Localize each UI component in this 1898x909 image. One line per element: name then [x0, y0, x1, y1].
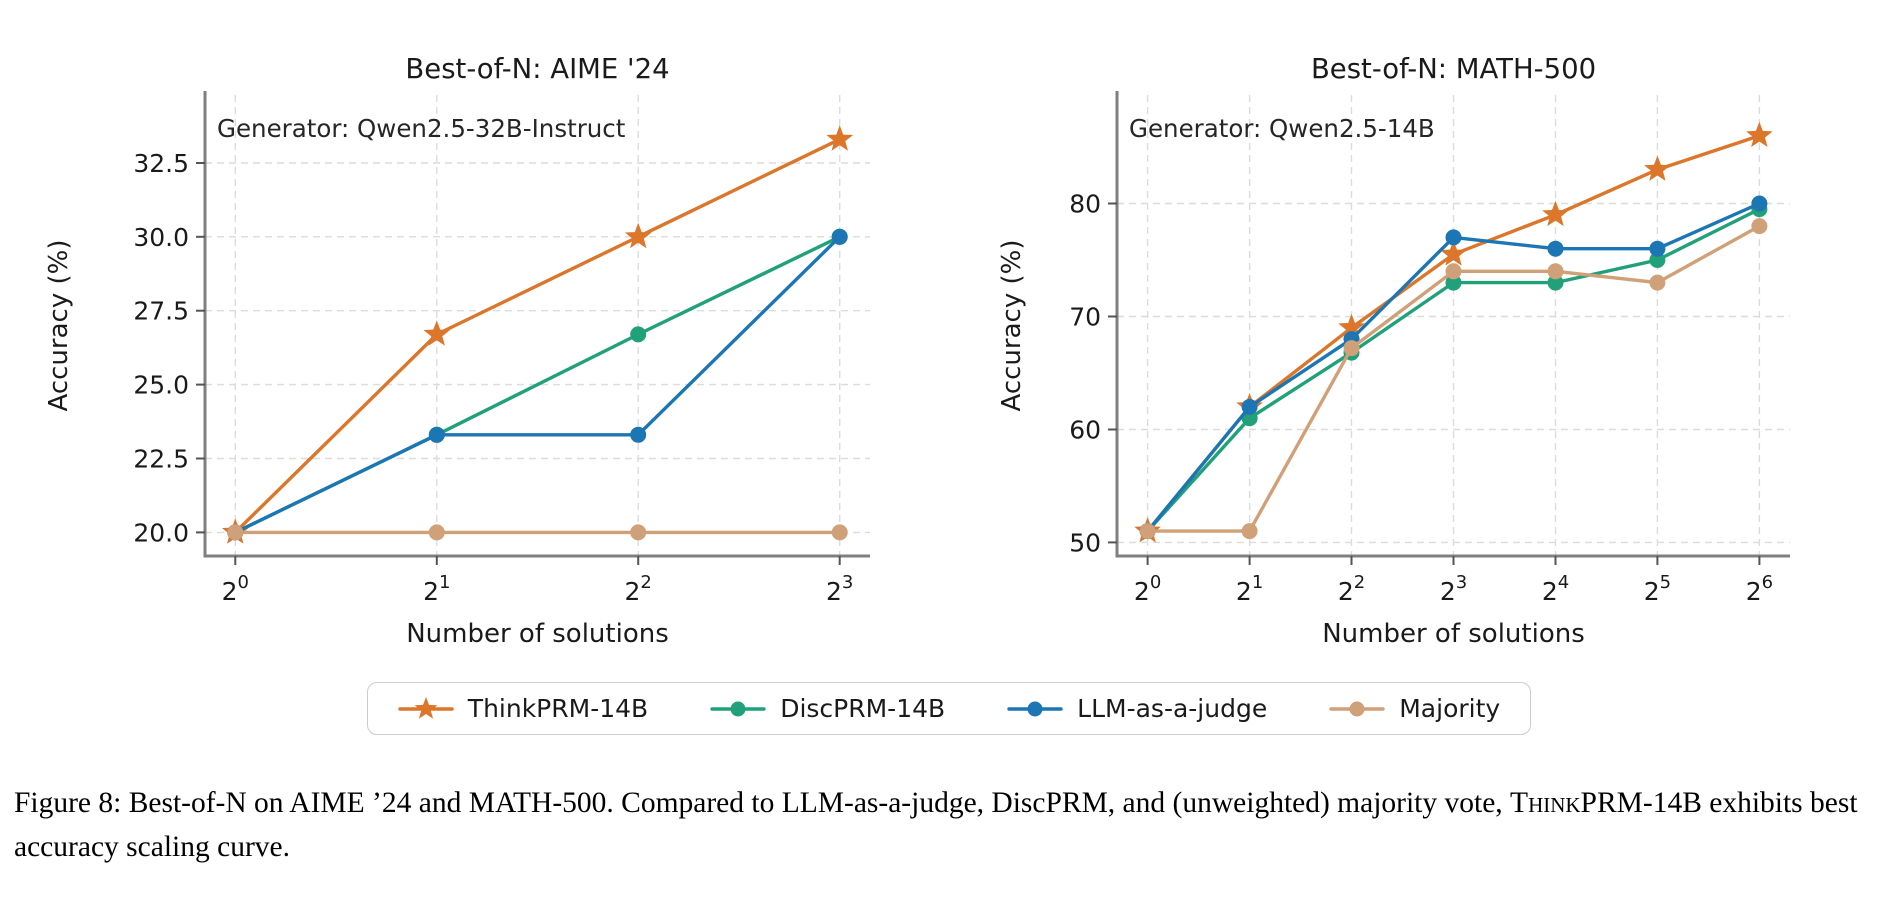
svg-text:32.5: 32.5: [133, 149, 189, 178]
svg-text:22: 22: [1338, 572, 1365, 606]
svg-text:70: 70: [1069, 303, 1101, 332]
svg-text:60: 60: [1069, 416, 1101, 445]
circle-marker-icon: [710, 701, 766, 716]
svg-text:Accuracy (%): Accuracy (%): [997, 240, 1027, 412]
svg-text:21: 21: [423, 572, 450, 606]
svg-text:Number of solutions: Number of solutions: [406, 619, 669, 648]
legend-label: Majority: [1399, 694, 1501, 723]
svg-text:80: 80: [1069, 190, 1101, 219]
legend-label: LLM-as-a-judge: [1077, 694, 1268, 723]
circle-marker-icon: [1007, 701, 1063, 716]
svg-text:20: 20: [222, 572, 249, 606]
svg-text:Generator: Qwen2.5-32B-Instruc: Generator: Qwen2.5-32B-Instruct: [217, 114, 626, 143]
svg-text:22: 22: [625, 572, 652, 606]
caption-text-before: Figure 8: Best-of-N on AIME ’24 and MATH…: [14, 787, 1511, 819]
charts-row: 20.0 22.5 25.0 27.5 30.0 32.5 20 21 22 23 Best-of-…: [44, 53, 1790, 648]
legend-entry-llm-as-a-judge: LLM-as-a-judge: [1007, 694, 1267, 723]
star-marker-icon: [398, 696, 454, 719]
legend-entry-discprm-14b: DiscPRM-14B: [710, 694, 945, 723]
svg-text:30.0: 30.0: [133, 223, 189, 252]
circle-marker-icon: [1329, 701, 1385, 716]
legend-label: ThinkPRM-14B: [467, 694, 649, 723]
figure-legend: ThinkPRM-14B DiscPRM-14B LLM-as-a-judge …: [366, 682, 1532, 735]
aime24-chart: 20.0 22.5 25.0 27.5 30.0 32.5 20 21 22 23 Best-of-…: [44, 53, 870, 648]
caption-text-after: exhibits best accuracy scaling curve.: [14, 787, 1858, 864]
svg-text:Best-of-N: AIME '24: Best-of-N: AIME '24: [405, 53, 669, 85]
legend-entry-majority: Majority: [1329, 694, 1500, 723]
svg-text:20: 20: [1134, 572, 1161, 606]
svg-text:24: 24: [1542, 572, 1569, 606]
svg-text:25.0: 25.0: [133, 371, 189, 400]
math500-chart: 50 60 70 80 20 21 22 23 24 25 26 Best-of-N: MATH-50…: [997, 53, 1790, 648]
svg-text:50: 50: [1069, 528, 1101, 557]
svg-text:27.5: 27.5: [133, 297, 189, 326]
svg-text:23: 23: [1440, 572, 1467, 606]
svg-text:Best-of-N: MATH-500: Best-of-N: MATH-500: [1311, 53, 1596, 85]
svg-text:21: 21: [1236, 572, 1263, 606]
svg-text:20.0: 20.0: [133, 518, 189, 547]
svg-text:23: 23: [826, 572, 853, 606]
svg-text:Number of solutions: Number of solutions: [1322, 619, 1585, 648]
caption-thinkprm-smallcaps: ThinkPRM-14B: [1510, 787, 1702, 819]
svg-text:22.5: 22.5: [133, 445, 189, 474]
figure-caption: Figure 8: Best-of-N on AIME ’24 and MATH…: [14, 781, 1874, 870]
svg-text:Accuracy (%): Accuracy (%): [44, 240, 74, 412]
svg-text:26: 26: [1746, 572, 1773, 606]
legend-row: ThinkPRM-14B DiscPRM-14B LLM-as-a-judge …: [0, 682, 1898, 735]
legend-label: DiscPRM-14B: [780, 694, 946, 723]
svg-text:25: 25: [1644, 572, 1671, 606]
svg-text:Generator: Qwen2.5-14B: Generator: Qwen2.5-14B: [1129, 114, 1435, 143]
legend-entry-thinkprm-14b: ThinkPRM-14B: [398, 694, 648, 723]
